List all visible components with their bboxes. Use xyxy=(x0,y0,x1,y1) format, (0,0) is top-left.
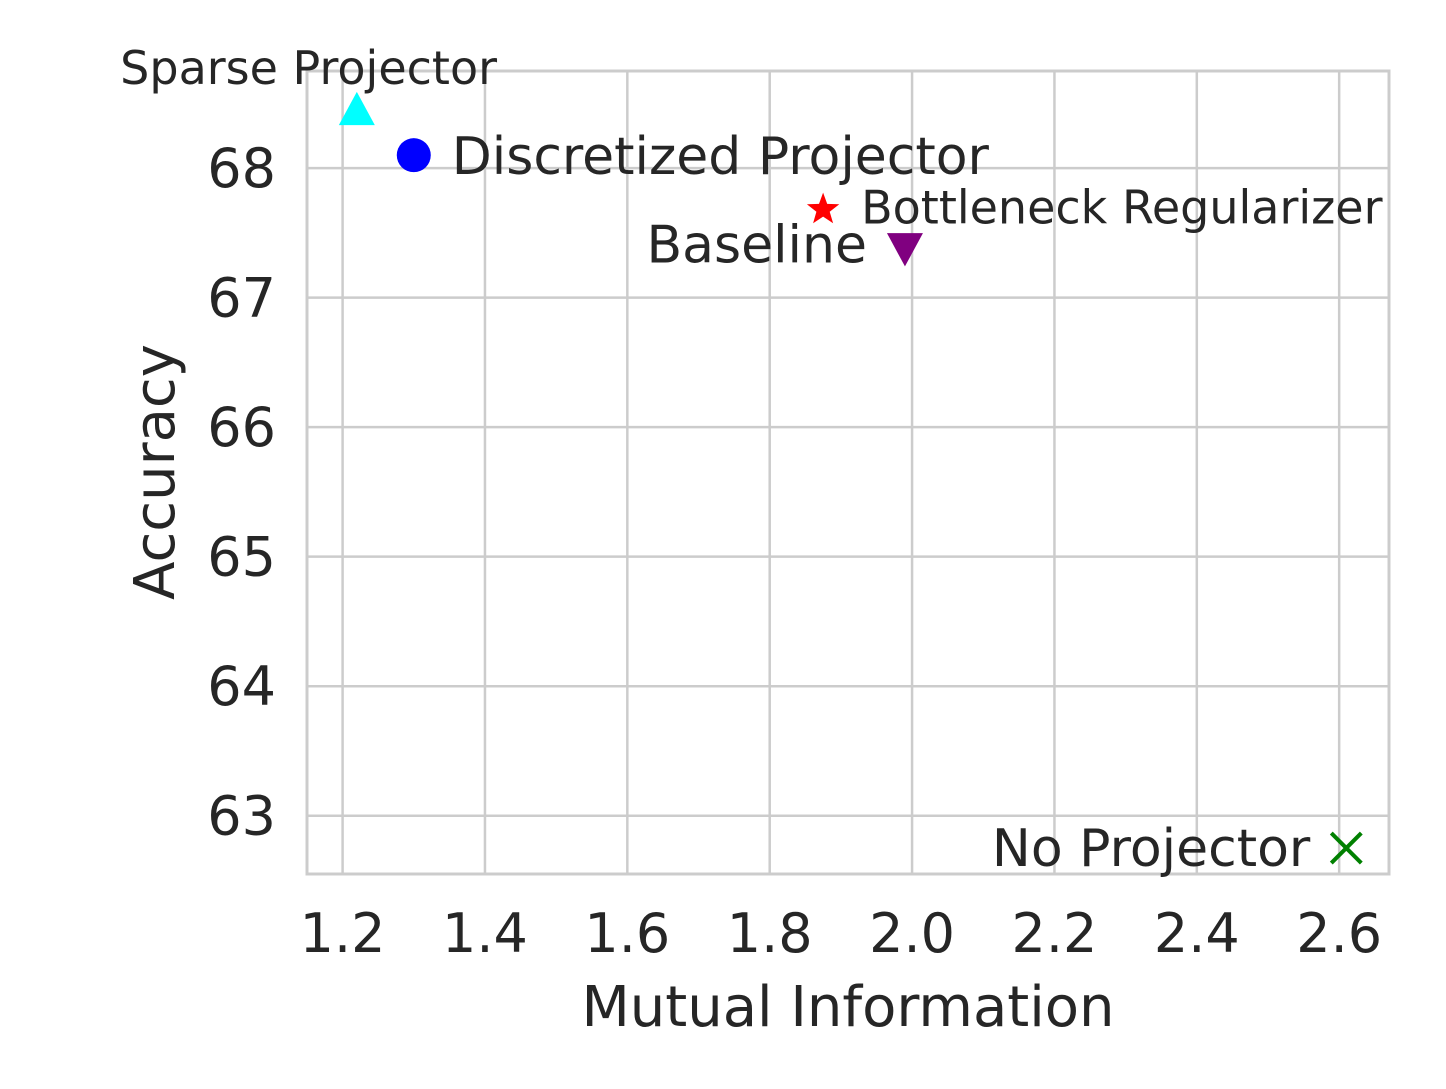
x-tick-labels: 1.2 1.4 1.6 1.8 2.0 2.2 2.4 2.6 xyxy=(300,902,1382,965)
x-tick-label: 1.6 xyxy=(584,902,670,965)
bottleneck-regularizer-label: Bottleneck Regularizer xyxy=(861,181,1383,235)
x-tick-label: 2.6 xyxy=(1296,902,1382,965)
x-tick-label: 1.4 xyxy=(442,902,528,965)
x-tick-label: 2.4 xyxy=(1154,902,1240,965)
y-tick-label: 68 xyxy=(207,137,276,200)
no-projector-label: No Projector xyxy=(992,819,1311,879)
y-axis-label: Accuracy xyxy=(123,344,188,600)
y-tick-label: 63 xyxy=(207,785,276,848)
x-tick-label: 2.0 xyxy=(869,902,955,965)
no-projector-marker xyxy=(1329,831,1363,865)
plot-frame xyxy=(305,69,1391,876)
x-axis-label: Mutual Information xyxy=(581,975,1114,1040)
bottleneck-regularizer-marker xyxy=(806,192,840,224)
baseline-label: Baseline xyxy=(646,215,866,275)
x-tick-label: 1.2 xyxy=(300,902,386,965)
y-tick-label: 66 xyxy=(207,396,276,459)
y-tick-label: 65 xyxy=(207,526,276,589)
discretized-projector-label: Discretized Projector xyxy=(452,127,990,187)
baseline-marker xyxy=(886,233,923,267)
y-tick-label: 64 xyxy=(207,655,276,718)
discretized-projector-marker xyxy=(396,138,431,173)
y-tick-label: 67 xyxy=(207,267,276,330)
sparse-projector-marker xyxy=(338,91,375,126)
markers xyxy=(338,91,1363,865)
y-tick-labels: 63 64 65 66 67 68 xyxy=(207,137,276,848)
sparse-projector-label: Sparse Projector xyxy=(120,41,497,95)
grid xyxy=(307,71,1389,874)
x-tick-label: 1.8 xyxy=(727,902,813,965)
point-labels: Sparse Projector Discretized ProjectorBot… xyxy=(120,41,1382,879)
x-tick-label: 2.2 xyxy=(1011,902,1097,965)
